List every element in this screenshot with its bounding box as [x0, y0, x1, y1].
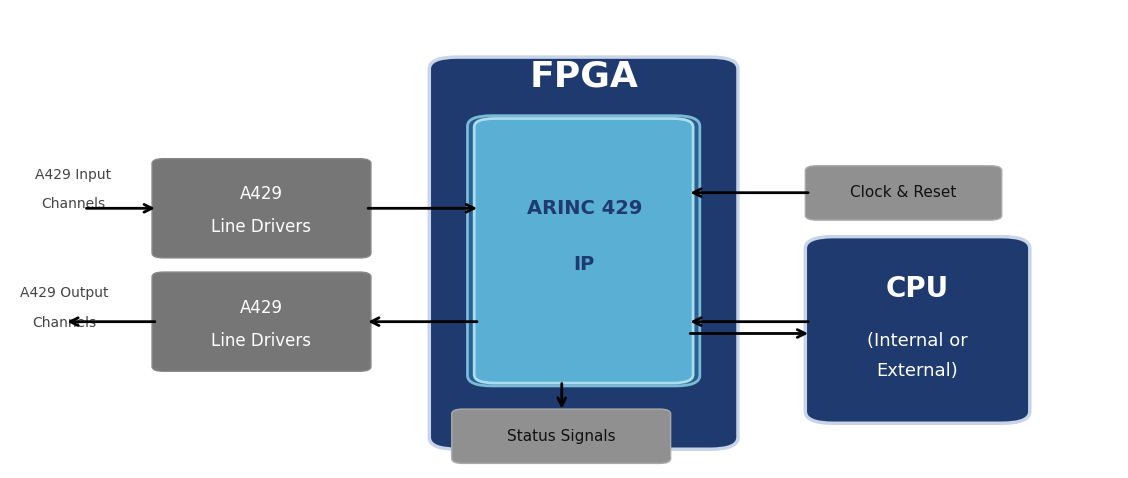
FancyBboxPatch shape — [805, 237, 1030, 423]
FancyBboxPatch shape — [451, 409, 671, 463]
Text: ARINC 429: ARINC 429 — [527, 199, 642, 218]
FancyBboxPatch shape — [152, 159, 371, 258]
Text: A429 Input: A429 Input — [35, 168, 112, 182]
FancyBboxPatch shape — [474, 119, 693, 383]
Text: Line Drivers: Line Drivers — [211, 332, 311, 349]
FancyBboxPatch shape — [467, 116, 699, 386]
Text: External): External) — [876, 362, 959, 380]
Text: A429 Output: A429 Output — [20, 286, 108, 300]
Text: Line Drivers: Line Drivers — [211, 218, 311, 236]
Text: Channels: Channels — [33, 316, 97, 330]
Text: CPU: CPU — [885, 274, 949, 303]
Text: A429: A429 — [239, 185, 282, 203]
FancyBboxPatch shape — [430, 57, 738, 449]
Text: IP: IP — [573, 255, 594, 274]
FancyBboxPatch shape — [805, 166, 1002, 220]
Text: A429: A429 — [239, 298, 282, 316]
Text: (Internal or: (Internal or — [867, 332, 968, 349]
FancyBboxPatch shape — [152, 272, 371, 371]
Text: Status Signals: Status Signals — [508, 429, 616, 444]
Text: Channels: Channels — [42, 196, 106, 211]
Text: Clock & Reset: Clock & Reset — [849, 185, 957, 200]
Text: FPGA: FPGA — [530, 59, 638, 93]
